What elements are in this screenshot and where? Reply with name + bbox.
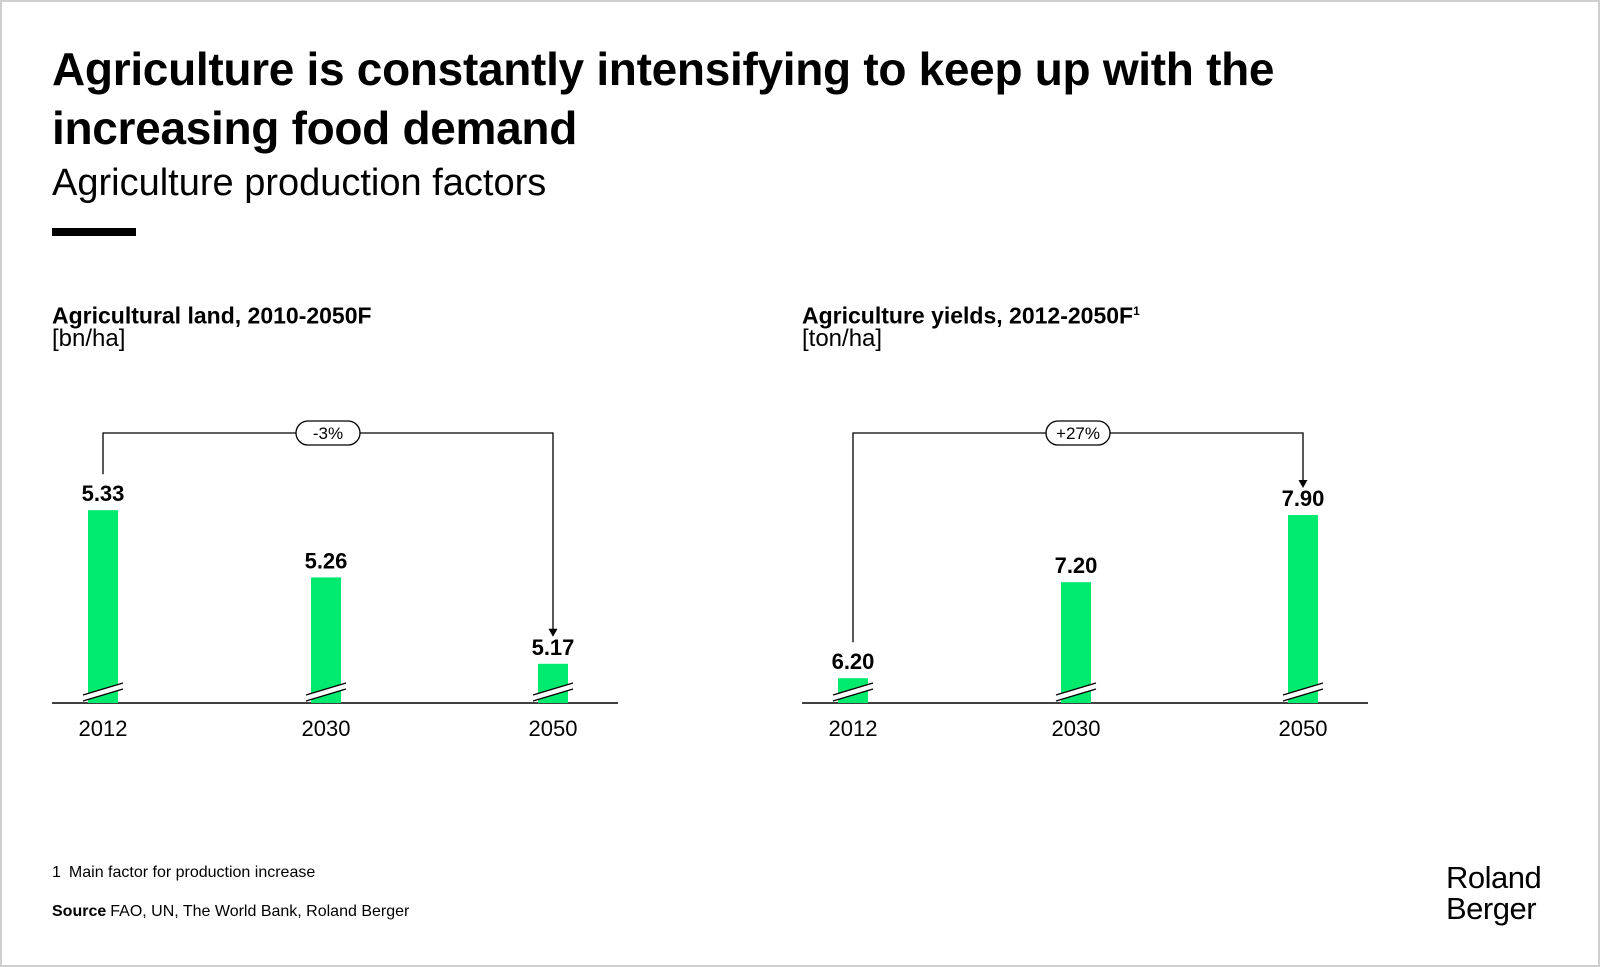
chart-1-unit: [bn/ha] (52, 325, 126, 352)
chart-2-axis-break-line-b-2030 (1055, 688, 1097, 702)
chart-1-axis-break-gap-2030 (306, 683, 346, 701)
footnote-text: Main factor for production increase (68, 864, 316, 881)
chart-2-change-label: +27% (1056, 424, 1100, 443)
logo-line-1: Roland (1446, 860, 1542, 895)
chart-1-axis-break-line-a-2012 (82, 682, 124, 696)
chart-2-footnote-marker: 1 (1133, 304, 1140, 318)
page-title: Agriculture is constantly intensifying t… (52, 43, 1275, 154)
chart-1-axis-break-line-b-2050 (532, 688, 574, 702)
chart-1-value-label-2030: 5.26 (305, 548, 348, 573)
chart-2-axis-break-line-b-2050 (1282, 688, 1324, 702)
chart-2-category-label-2050: 2050 (1279, 716, 1328, 741)
chart-1-bar-2012 (88, 510, 118, 703)
chart-2-value-label-2050: 7.90 (1282, 486, 1325, 511)
logo-line-2: Berger (1446, 891, 1537, 926)
chart-2-category-label-2012: 2012 (829, 716, 878, 741)
chart-1-value-label-2050: 5.17 (532, 635, 575, 660)
chart-2-axis-break-gap-2030 (1056, 683, 1096, 701)
chart-2-value-label-2030: 7.20 (1055, 553, 1098, 578)
chart-2-change-arrowhead (1298, 480, 1308, 488)
chart-1-change-pill (295, 420, 361, 446)
source-text: FAO, UN, The World Bank, Roland Berger (110, 903, 410, 920)
chart-2-category-label-2030: 2030 (1052, 716, 1101, 741)
chart-1-axis-break-line-b-2030 (305, 688, 347, 702)
chart-1-change-arrowhead (548, 628, 558, 637)
chart-2-axis-break-line-a-2050 (1282, 682, 1324, 696)
chart-2-title-text: Agriculture yields, 2012-2050F (802, 302, 1134, 329)
chart-1-category-label-2012: 2012 (79, 716, 128, 741)
chart-2-bar-2030 (1061, 582, 1091, 703)
chart-2-axis-break-line-a-2012 (832, 682, 874, 696)
chart-1-axis-break-gap-2012 (83, 683, 123, 701)
chart-1-axis-break-line-a-2030 (305, 682, 347, 696)
chart-2-axis-break-line-a-2030 (1055, 682, 1097, 696)
roland-berger-logo: Roland Berger (1446, 860, 1542, 926)
chart-1-axis-break-line-b-2012 (82, 688, 124, 702)
chart-1-axis-break-line-a-2050 (532, 682, 574, 696)
chart-1-title-text: Agricultural land, 2010-2050F (52, 302, 372, 329)
chart-1-bar-2030 (311, 577, 341, 703)
footnote-number: 1 (52, 864, 61, 881)
title-accent-bar (52, 228, 136, 236)
chart-1-change-label: -3% (313, 424, 343, 443)
chart-2-axis-break-line-b-2012 (832, 688, 874, 702)
chart-2-axis-break-gap-2012 (833, 683, 873, 701)
chart-1-value-label-2012: 5.33 (82, 481, 125, 506)
chart-1-title: Agricultural land, 2010-2050F (52, 296, 372, 331)
page-subtitle: Agriculture production factors (52, 162, 547, 204)
chart-2-change-pill (1045, 420, 1111, 446)
chart-1-category-label-2030: 2030 (302, 716, 351, 741)
chart-1-category-label-2050: 2050 (529, 716, 578, 741)
chart-2-bar-2050 (1288, 515, 1318, 703)
chart-2-axis-break-gap-2050 (1283, 683, 1323, 701)
footnote: 1 Main factor for production increase (52, 863, 315, 883)
source-label: Source (52, 903, 107, 920)
chart-2-unit: [ton/ha] (802, 325, 883, 352)
source-line: Source FAO, UN, The World Bank, Roland Be… (52, 902, 409, 922)
chart-2-title: Agriculture yields, 2012-2050F1 (802, 296, 1140, 331)
chart-2-value-label-2012: 6.20 (832, 649, 875, 674)
chart-1-axis-break-gap-2050 (533, 683, 573, 701)
